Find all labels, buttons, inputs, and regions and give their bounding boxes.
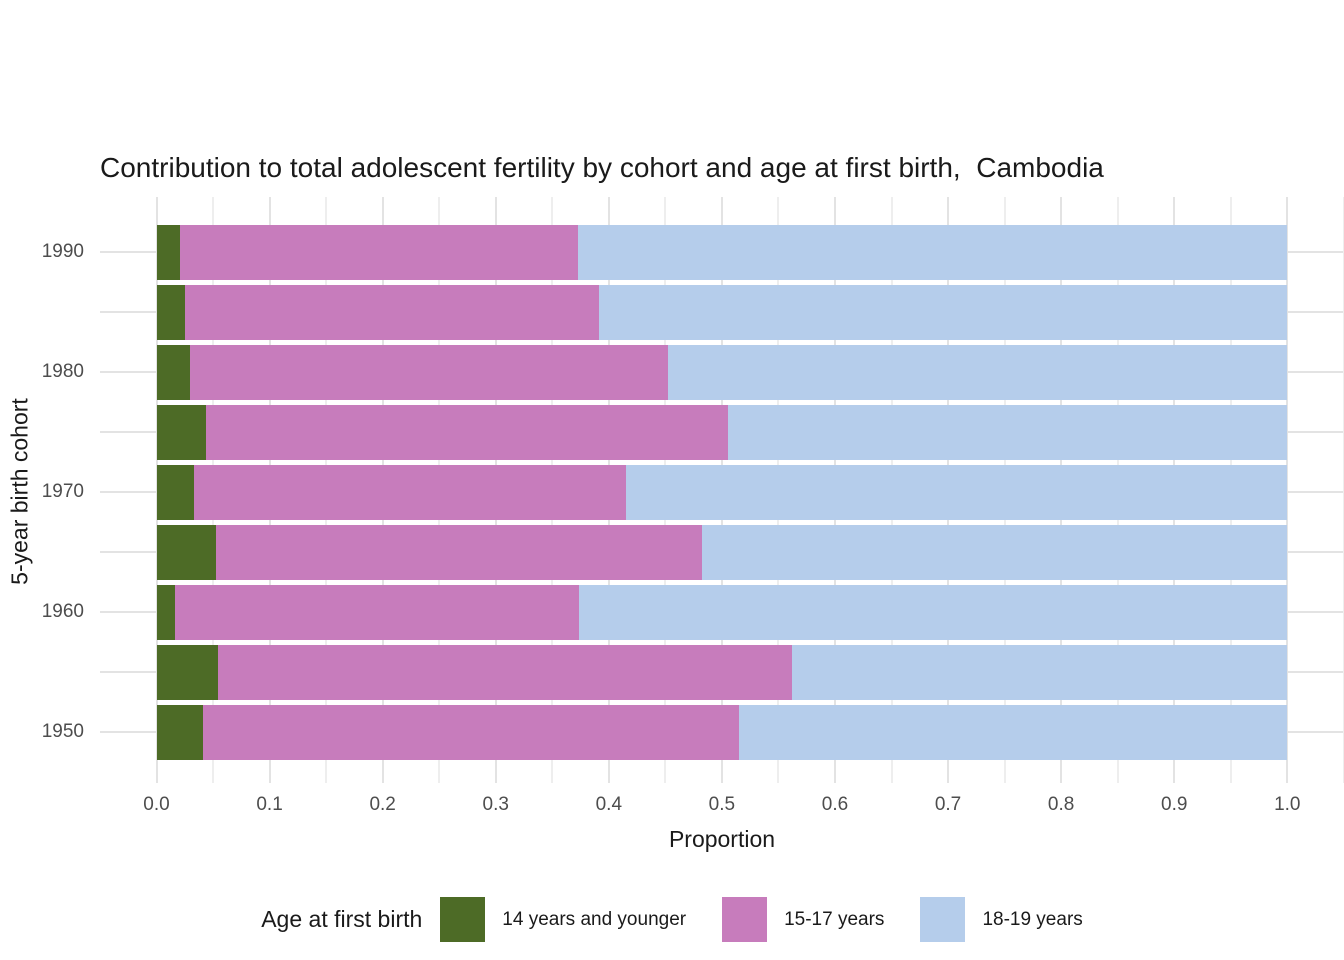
bar-segment: [190, 344, 668, 400]
bar-segment: [738, 704, 1288, 760]
x-tick-label: 0.0: [143, 794, 170, 815]
bar-segment: [598, 284, 1288, 340]
x-tick-label: 0.9: [1161, 794, 1188, 815]
y-tick-label: 1970: [41, 481, 84, 502]
gridline-major: [1286, 197, 1289, 783]
bar-row: [156, 464, 1288, 520]
bar-segment: [156, 584, 175, 640]
legend-swatch: [440, 897, 486, 942]
legend-item: 15-17 years: [722, 897, 884, 942]
bar-row: [156, 704, 1288, 760]
bar-row: [156, 584, 1288, 640]
y-tick-label: 1950: [41, 721, 84, 742]
bar-segment: [217, 644, 792, 700]
y-tick-label: 1990: [41, 241, 84, 262]
x-tick-label: 0.6: [821, 794, 849, 815]
x-tick-label: 0.8: [1047, 794, 1075, 815]
legend-item-label: 18-19 years: [982, 908, 1083, 930]
plot-panel: [100, 197, 1344, 783]
bar-segment: [727, 404, 1288, 460]
bar-segment: [156, 464, 194, 520]
bar-segment: [180, 224, 579, 280]
y-tick-label: 1980: [41, 361, 84, 382]
x-tick-label: 1.0: [1274, 794, 1301, 815]
bar-segment: [202, 704, 739, 760]
x-tick-label: 0.4: [595, 794, 623, 815]
bar-segment: [792, 644, 1288, 700]
bar-segment: [174, 584, 580, 640]
bar-segment: [579, 584, 1288, 640]
x-tick-label: 0.5: [708, 794, 736, 815]
bar-row: [156, 284, 1288, 340]
legend: Age at first birth 14 years and younger 1…: [0, 897, 1344, 942]
bar-segment: [193, 464, 626, 520]
y-tick-label: 1960: [41, 601, 84, 622]
chart-title: Contribution to total adolescent fertili…: [100, 152, 1104, 183]
legend-item: 18-19 years: [920, 897, 1083, 942]
x-tick-label: 0.2: [369, 794, 396, 815]
bar-row: [156, 524, 1288, 580]
legend-swatch: [722, 897, 768, 942]
x-tick-label: 0.3: [482, 794, 509, 815]
bar-segment: [156, 224, 181, 280]
x-tick-label: 0.1: [256, 794, 283, 815]
bar-row: [156, 344, 1288, 400]
bar-segment: [216, 524, 702, 580]
bar-segment: [701, 524, 1288, 580]
x-tick-label: 0.7: [934, 794, 962, 815]
legend-item-label: 14 years and younger: [502, 908, 687, 930]
bar-segment: [184, 284, 599, 340]
legend-items: 14 years and younger 15-17 years 18-19 yea…: [440, 897, 1083, 942]
gridline-minor: [1342, 197, 1344, 783]
x-axis-title: Proportion: [668, 826, 776, 852]
bar-row: [156, 224, 1288, 280]
legend-title: Age at first birth: [261, 906, 423, 932]
bar-segment: [156, 284, 185, 340]
legend-item-label: 15-17 years: [784, 908, 885, 930]
bar-segment: [667, 344, 1288, 400]
bar-segment: [625, 464, 1288, 520]
bar-row: [156, 404, 1288, 460]
bar-segment: [206, 404, 728, 460]
legend-item: 14 years and younger: [440, 897, 686, 942]
legend-swatch: [920, 897, 966, 942]
bar-segment: [156, 524, 217, 580]
bar-segment: [578, 224, 1288, 280]
bar-segment: [156, 344, 191, 400]
bar-segment: [156, 644, 218, 700]
bar-row: [156, 644, 1288, 700]
y-axis-title: 5-year birth cohort: [6, 398, 33, 585]
bar-segment: [156, 404, 207, 460]
bar-segment: [156, 704, 203, 760]
